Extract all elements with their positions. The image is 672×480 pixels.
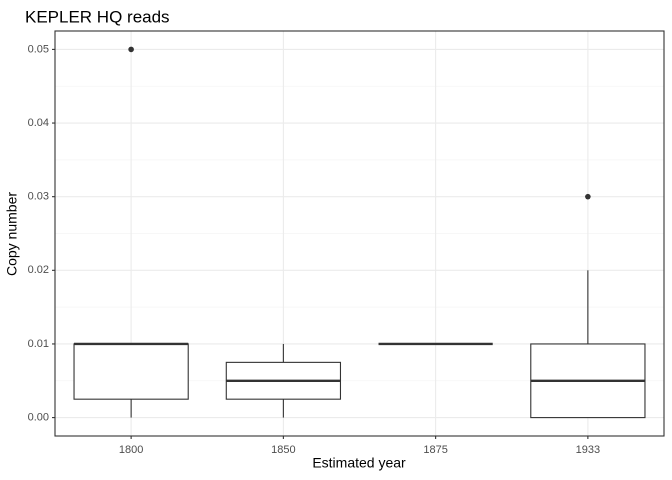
y-tick-label: 0.04	[28, 117, 49, 129]
y-tick-label: 0.00	[28, 411, 49, 423]
x-tick-label: 1933	[576, 444, 600, 456]
box-layer	[73, 46, 646, 419]
box-body	[73, 343, 189, 400]
x-tick-label: 1800	[119, 444, 143, 456]
panel-border	[54, 30, 665, 437]
y-axis: 0.00 0.01 0.02 0.03 0.04 0.05	[28, 43, 55, 423]
box-1850	[225, 343, 342, 418]
panel-frame	[54, 30, 665, 437]
y-tick-label: 0.05	[28, 43, 49, 55]
chart-title: KEPLER HQ reads	[25, 7, 170, 26]
y-axis-title: Copy number	[4, 192, 20, 276]
y-tick-label: 0.01	[28, 338, 49, 350]
box-1800	[73, 46, 189, 418]
box-1933	[530, 193, 646, 419]
y-tick-label: 0.03	[28, 191, 49, 203]
x-axis-title: Estimated year	[312, 455, 406, 471]
outlier-point	[585, 193, 591, 200]
y-tick-label: 0.02	[28, 264, 49, 276]
x-tick-label: 1875	[423, 444, 447, 456]
x-axis: 1800 1850 1875 1933	[119, 436, 600, 456]
outlier-point	[128, 46, 134, 53]
x-tick-label: 1850	[271, 444, 295, 456]
